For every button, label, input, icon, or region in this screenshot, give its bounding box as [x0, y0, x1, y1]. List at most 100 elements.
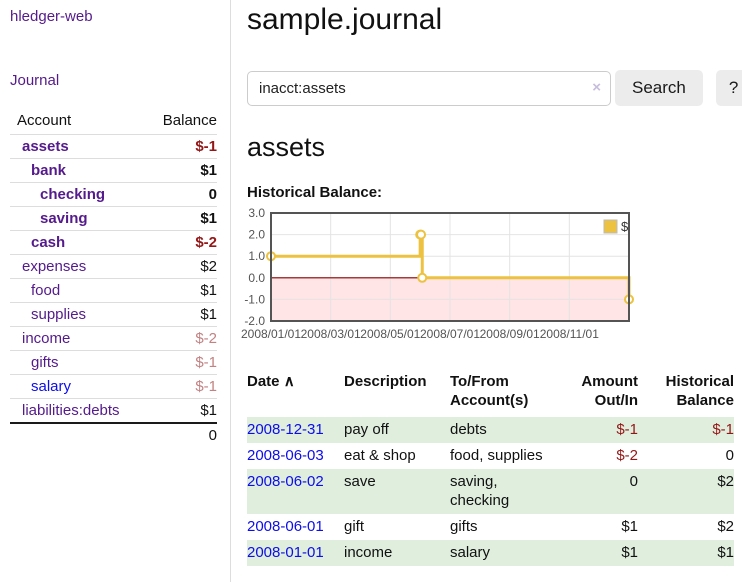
sidebar-account-link-bank[interactable]: bank: [31, 162, 67, 179]
y-tick-label: -2.0: [244, 314, 265, 328]
app-title-link[interactable]: hledger-web: [10, 8, 93, 25]
sidebar-account-row: bank $1: [10, 158, 217, 182]
sidebar-account-link-food[interactable]: food: [31, 282, 61, 299]
cell-amount: $1: [621, 544, 638, 561]
page-title: sample.journal: [247, 3, 443, 36]
cell-amount: $-1: [616, 421, 638, 438]
cell-date: 2008-06-03: [247, 443, 344, 469]
search-box: ×: [247, 70, 611, 106]
account-balance: 0: [208, 186, 217, 203]
x-tick-label: 2008/01/01: [241, 327, 301, 341]
col-header-date-label: Date: [247, 373, 280, 390]
register-row: 2008-12-31 pay off debts $-1 $-1: [247, 417, 734, 443]
sidebar-account-row: income $-2: [10, 326, 217, 350]
sidebar-account-link-expenses[interactable]: expenses: [22, 258, 87, 275]
sidebar-account-link-checking[interactable]: checking: [40, 186, 106, 203]
sidebar-account-row: liabilities:debts $1: [10, 398, 217, 422]
sidebar-account-link-gifts[interactable]: gifts: [31, 354, 59, 371]
cell-description: pay off: [344, 421, 389, 438]
register-row: 2008-06-03 eat & shop food, supplies $-2 0: [247, 443, 734, 469]
sidebar-account-row: cash $-2: [10, 230, 217, 254]
account-balance: $-2: [195, 234, 217, 251]
legend-label: $: [621, 219, 629, 234]
x-tick-label: 2008/07/01: [420, 327, 480, 341]
transaction-date-link[interactable]: 2008-12-31: [247, 421, 324, 438]
accounts-table-header: Account Balance: [10, 110, 217, 134]
sidebar-account-row: assets $-1: [10, 134, 217, 158]
cell-balance: $2: [717, 518, 734, 535]
sidebar-account-link-liabilities-debts[interactable]: liabilities:debts: [22, 402, 120, 419]
accounts-header-balance: Balance: [162, 112, 217, 129]
col-header-description: Description: [344, 373, 427, 390]
cell-description: gift: [344, 518, 365, 535]
cell-amount: 0: [629, 473, 638, 490]
x-tick-label: 2008/05/01: [360, 327, 420, 341]
sidebar-account-link-income[interactable]: income: [22, 330, 71, 347]
data-point-marker[interactable]: [417, 272, 428, 283]
y-tick-label: -1.0: [244, 292, 265, 306]
data-point-marker[interactable]: [416, 229, 427, 240]
account-balance: $-2: [195, 330, 217, 347]
cell-date: 2008-06-01: [247, 514, 344, 540]
col-header-date[interactable]: Date ∧: [247, 372, 344, 417]
main-content: sample.journal × Search ? assets Histori…: [231, 0, 742, 582]
transaction-date-link[interactable]: 2008-06-02: [247, 473, 324, 490]
sidebar-account-row: salary $-1: [10, 374, 217, 398]
register-row: 2008-01-01 income salary $1 $1: [247, 540, 734, 566]
sidebar-account-row: saving $1: [10, 206, 217, 230]
col-header-balance: Historical Balance: [665, 373, 734, 409]
account-balance: $1: [200, 282, 217, 299]
account-heading: assets: [247, 132, 326, 162]
transaction-date-link[interactable]: 2008-06-01: [247, 518, 324, 535]
help-button[interactable]: ?: [715, 70, 742, 106]
cell-balance: 0: [725, 447, 734, 464]
account-balance: $-1: [195, 354, 217, 371]
legend-swatch: [603, 219, 618, 234]
sidebar-account-row: expenses $2: [10, 254, 217, 278]
sidebar-item-journal[interactable]: Journal: [10, 72, 60, 89]
accounts-header-account: Account: [17, 112, 72, 129]
plot-border: [270, 212, 630, 322]
register-row: 2008-06-01 gift gifts $1 $2: [247, 514, 734, 540]
sidebar-account-row: food $1: [10, 278, 217, 302]
col-header-amount: Amount Out/In: [581, 373, 638, 409]
cell-description: save: [344, 473, 376, 490]
transaction-date-link[interactable]: 2008-01-01: [247, 544, 324, 561]
sidebar-account-link-cash[interactable]: cash: [31, 234, 66, 251]
sidebar-account-link-salary[interactable]: salary: [31, 378, 72, 395]
x-tick-label: 2008/11/01: [540, 327, 599, 341]
cell-accounts: gifts: [450, 518, 478, 535]
account-balance: $1: [200, 306, 217, 323]
register-table: Date ∧ Description To/From Account(s) Am…: [247, 372, 734, 566]
sidebar-account-row: gifts $-1: [10, 350, 217, 374]
historical-balance-chart[interactable]: 3.0 2.0 1.0 0.0 -1.0 -2.0 2008/01/01 2008/03/01…: [241, 206, 661, 353]
cell-balance: $2: [717, 473, 734, 490]
register-header-row: Date ∧ Description To/From Account(s) Am…: [247, 372, 734, 417]
cell-amount: $-2: [616, 447, 638, 464]
sidebar-account-link-supplies[interactable]: supplies: [31, 306, 87, 323]
y-tick-label: 2.0: [248, 228, 265, 242]
cell-date: 2008-01-01: [247, 540, 344, 566]
cell-amount: $1: [621, 518, 638, 535]
cell-accounts: food, supplies: [450, 447, 543, 464]
account-balance: $-1: [195, 378, 217, 395]
sidebar-account-link-saving[interactable]: saving: [40, 210, 88, 227]
cell-accounts: saving, checking: [450, 473, 510, 509]
cell-balance: $1: [717, 544, 734, 561]
col-header-accounts: To/From Account(s): [450, 373, 529, 409]
sidebar-account-link-assets[interactable]: assets: [22, 138, 69, 155]
accounts-total-row: 0: [10, 422, 217, 446]
transaction-date-link[interactable]: 2008-06-03: [247, 447, 324, 464]
x-tick-label: 2008/03/01: [301, 327, 361, 341]
cell-date: 2008-12-31: [247, 417, 344, 443]
register-row: 2008-06-02 save saving, checking 0 $2: [247, 469, 734, 514]
search-button[interactable]: Search: [615, 70, 703, 106]
chart-title: Historical Balance:: [247, 184, 383, 201]
sort-asc-icon[interactable]: ∧: [283, 373, 295, 390]
account-balance: $1: [200, 402, 217, 419]
search-input[interactable]: [247, 70, 611, 106]
clear-search-icon[interactable]: ×: [592, 78, 601, 96]
sidebar-account-row: supplies $1: [10, 302, 217, 326]
y-tick-label: 1.0: [248, 249, 265, 263]
